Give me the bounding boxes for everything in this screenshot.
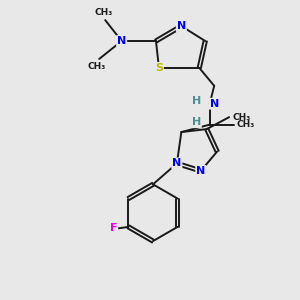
Text: F: F — [110, 224, 117, 233]
Text: N: N — [210, 99, 219, 109]
Text: N: N — [177, 21, 186, 31]
Text: CH₃: CH₃ — [87, 62, 105, 71]
Text: CH₃: CH₃ — [94, 8, 113, 17]
Text: N: N — [172, 158, 182, 168]
Text: S: S — [155, 63, 163, 73]
Text: N: N — [196, 166, 206, 176]
Text: N: N — [117, 36, 126, 46]
Text: CH₃: CH₃ — [232, 113, 250, 122]
Text: H: H — [192, 117, 201, 127]
Text: H: H — [192, 96, 201, 106]
Text: CH₃: CH₃ — [237, 120, 255, 129]
